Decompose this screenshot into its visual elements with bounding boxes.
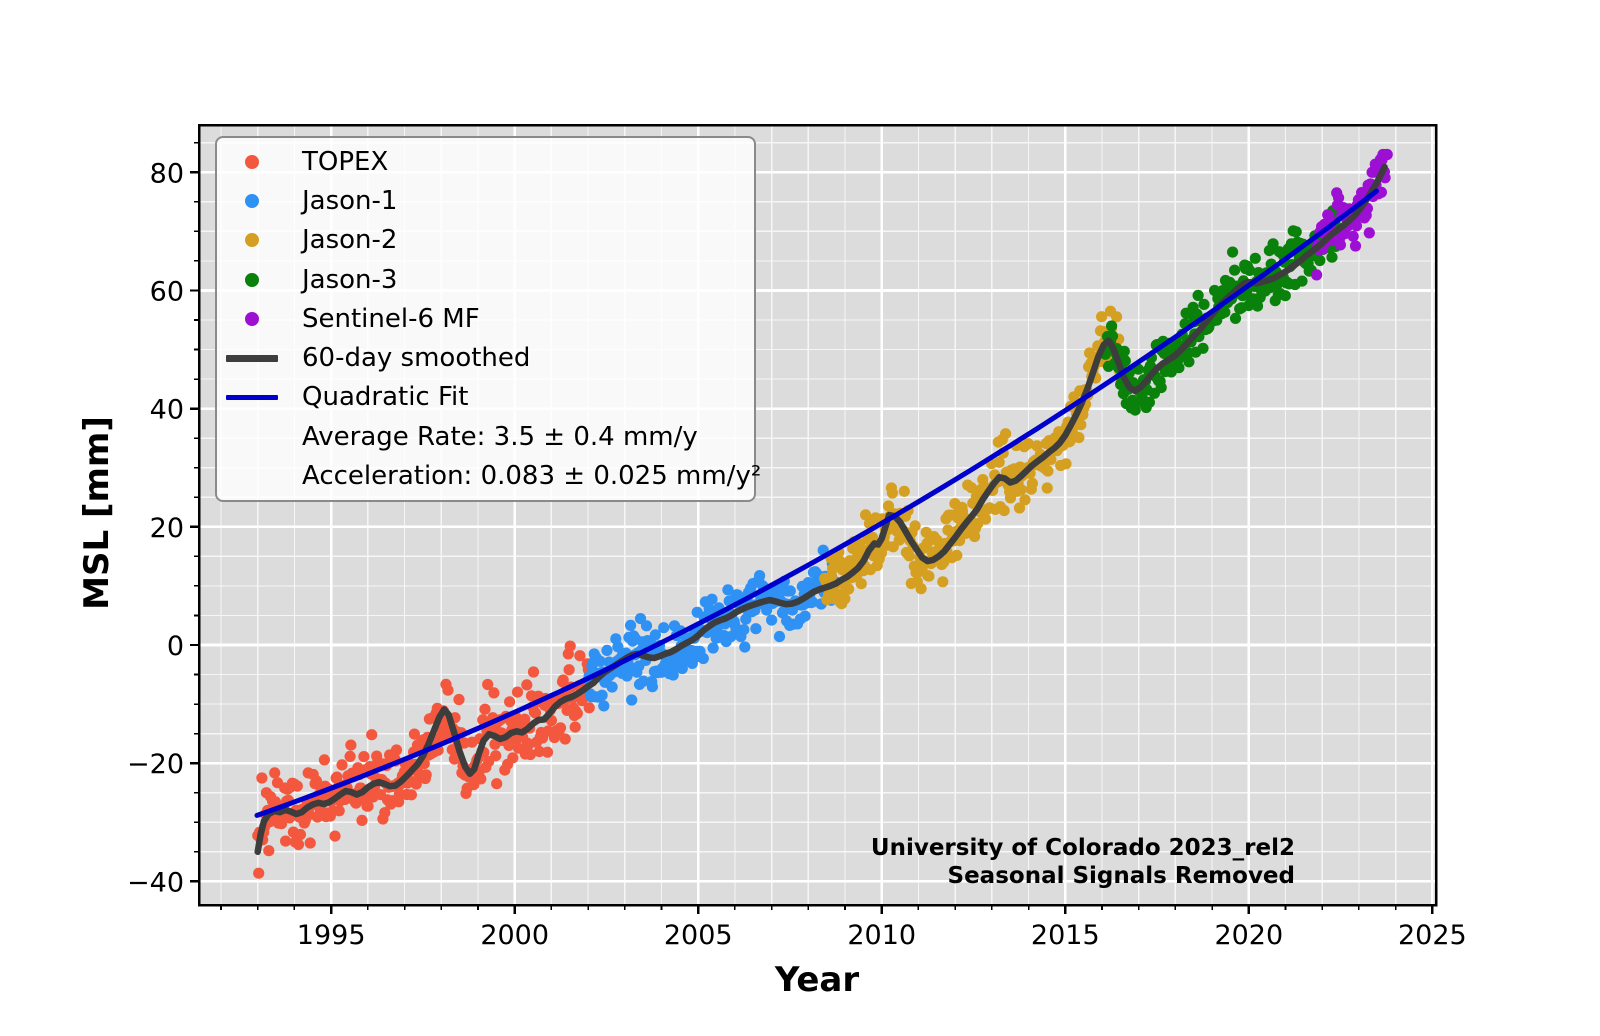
y-axis-label: MSL [mm]	[77, 416, 117, 610]
legend-label-jason-1: Jason-1	[302, 185, 398, 216]
legend-label-jason-3: Jason-3	[302, 264, 398, 295]
svg-text:2000: 2000	[480, 920, 549, 951]
topex-dot-marker	[217, 154, 287, 169]
jason-2-dot-marker	[217, 233, 287, 248]
axis-ticks	[190, 141, 1434, 914]
legend-item-sentinel-6: Sentinel-6 MF	[217, 299, 754, 338]
quadratic-fit-line-marker	[217, 394, 287, 400]
jason-3-dot-marker	[217, 272, 287, 287]
axis-tick-labels: 1995 2000 2005 2010 2015 2020 2025 −40 −20 0 20 40 6…	[127, 158, 1467, 951]
legend-label-jason-2: Jason-2	[302, 225, 398, 256]
svg-text:60: 60	[150, 276, 184, 307]
legend-label-sentinel-6: Sentinel-6 MF	[302, 303, 480, 334]
svg-text:20: 20	[150, 513, 184, 544]
legend-item-average-rate: Average Rate: 3.5 ± 0.4 mm/y	[217, 417, 754, 456]
source-annotation-line1: University of Colorado 2023_rel2	[870, 835, 1295, 861]
smoothed-line-marker	[217, 354, 287, 362]
legend-label-average-rate: Average Rate: 3.5 ± 0.4 mm/y	[302, 421, 698, 452]
svg-text:80: 80	[150, 158, 184, 189]
svg-text:2020: 2020	[1214, 920, 1283, 951]
legend-label-quadratic-fit: Quadratic Fit	[302, 382, 469, 413]
svg-text:−40: −40	[127, 867, 184, 898]
sentinel-6-dot-marker	[217, 311, 287, 326]
jason-1-dot-marker	[217, 193, 287, 208]
legend-item-jason-2: Jason-2	[217, 221, 754, 260]
quadratic-fit-line	[254, 188, 1379, 818]
smoothed-line	[254, 163, 1388, 856]
source-annotation: University of Colorado 2023_rel2 Seasona…	[871, 834, 1295, 890]
legend-label-acceleration: Acceleration: 0.083 ± 0.025 mm/y²	[302, 461, 762, 492]
legend-item-jason-3: Jason-3	[217, 260, 754, 299]
source-annotation-line2: Seasonal Signals Removed	[947, 863, 1295, 889]
svg-text:0: 0	[167, 631, 184, 662]
legend-item-quadratic-fit: Quadratic Fit	[217, 378, 754, 417]
legend: TOPEX Jason-1 Jason-2 Jason-3 Sentinel-6…	[215, 136, 761, 502]
legend-label-topex: TOPEX	[302, 146, 389, 177]
svg-text:2015: 2015	[1031, 920, 1100, 951]
svg-text:2005: 2005	[664, 920, 733, 951]
axes-frame	[197, 123, 1438, 907]
legend-item-topex: TOPEX	[217, 142, 754, 181]
legend-item-smoothed: 60-day smoothed	[217, 338, 754, 377]
svg-text:2025: 2025	[1398, 920, 1467, 951]
legend-item-jason-1: Jason-1	[217, 181, 754, 220]
svg-text:2010: 2010	[847, 920, 916, 951]
svg-text:40: 40	[150, 395, 184, 426]
svg-text:1995: 1995	[297, 920, 366, 951]
legend-item-acceleration: Acceleration: 0.083 ± 0.025 mm/y²	[217, 456, 761, 495]
legend-label-smoothed: 60-day smoothed	[302, 343, 531, 374]
svg-text:−20: −20	[127, 749, 184, 780]
x-axis-label: Year	[774, 960, 860, 1000]
